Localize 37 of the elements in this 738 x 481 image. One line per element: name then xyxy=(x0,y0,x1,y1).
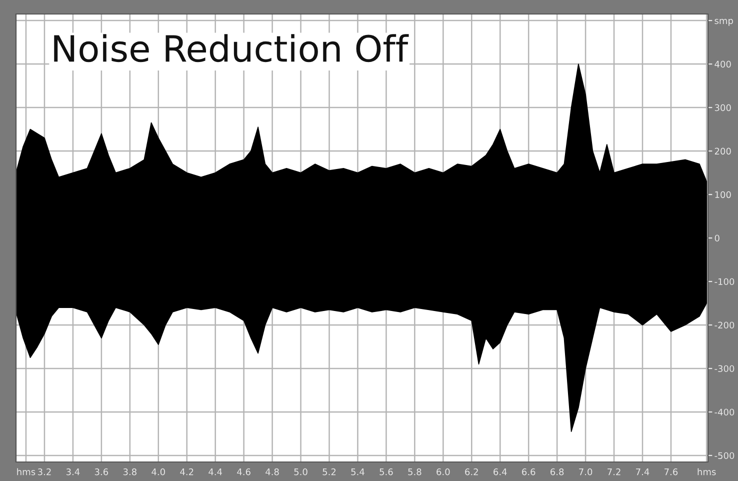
y-tick-label: 400 xyxy=(714,60,731,68)
x-tick-label: 7.2 xyxy=(608,468,620,476)
x-tick-label: 5.0 xyxy=(294,468,308,476)
x-tick-label: 3.6 xyxy=(94,468,108,476)
x-tick-label: 6.8 xyxy=(550,468,564,476)
y-tick-label: -500 xyxy=(714,452,734,460)
x-tick-label: 7.0 xyxy=(579,468,592,476)
x-tick-label: 4.6 xyxy=(237,468,250,476)
x-tick-label: 3.4 xyxy=(66,468,80,476)
x-tick-label: 3.8 xyxy=(123,468,136,476)
x-tick-label: 3.2 xyxy=(38,468,51,476)
x-tick-label: 6.2 xyxy=(465,468,478,476)
y-tick-label: 100 xyxy=(715,191,731,198)
y-tick-label: -400 xyxy=(714,408,734,416)
y-tick-label: -300 xyxy=(714,365,734,372)
y-tick-label: smp xyxy=(714,18,733,26)
x-tick-label: 7.6 xyxy=(664,468,678,476)
x-tick-label: 4.8 xyxy=(266,468,279,476)
x-tick-label: 5.4 xyxy=(351,468,364,476)
chart-title: Noise Reduction Off xyxy=(54,34,409,62)
x-tick-label: 7.4 xyxy=(636,468,650,476)
y-tick-label: 300 xyxy=(714,104,731,112)
x-tick-label: 5.2 xyxy=(322,468,336,476)
x-tick-label: 5.8 xyxy=(408,468,422,476)
x-tick-label: hms xyxy=(698,468,716,476)
y-tick-label: -200 xyxy=(714,322,734,329)
y-tick-label: -100 xyxy=(714,278,734,286)
x-tick-label: 5.6 xyxy=(380,468,393,476)
x-tick-label: hms xyxy=(17,468,36,476)
x-tick-label: 4.4 xyxy=(208,468,222,476)
y-tick-label: 0 xyxy=(714,234,720,242)
x-tick-label: 6.0 xyxy=(436,468,450,476)
y-tick-label: 200 xyxy=(714,148,731,155)
x-tick-label: 6.4 xyxy=(494,468,507,476)
x-tick-label: 4.2 xyxy=(180,468,194,476)
x-tick-label: 6.6 xyxy=(522,468,536,476)
x-tick-label: 4.0 xyxy=(152,468,165,476)
